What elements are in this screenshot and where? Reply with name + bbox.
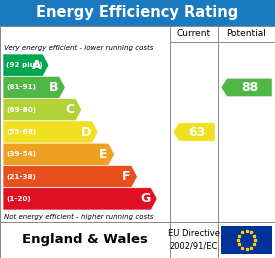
Text: E: E xyxy=(99,148,108,161)
Text: (1-20): (1-20) xyxy=(6,196,31,202)
Bar xyxy=(221,226,272,254)
Text: EU Directive
2002/91/EC: EU Directive 2002/91/EC xyxy=(168,229,220,251)
Polygon shape xyxy=(3,54,49,76)
Polygon shape xyxy=(173,123,215,141)
Polygon shape xyxy=(3,165,138,188)
Polygon shape xyxy=(3,121,98,143)
Polygon shape xyxy=(3,99,82,121)
Text: A: A xyxy=(32,59,42,72)
Text: Not energy efficient - higher running costs: Not energy efficient - higher running co… xyxy=(4,213,153,220)
Text: 63: 63 xyxy=(188,125,206,139)
Text: Potential: Potential xyxy=(227,29,266,38)
Text: (21-38): (21-38) xyxy=(6,174,36,180)
Text: Energy Efficiency Rating: Energy Efficiency Rating xyxy=(36,5,239,20)
Text: England & Wales: England & Wales xyxy=(22,233,148,246)
Text: (81-91): (81-91) xyxy=(6,84,36,90)
Text: Very energy efficient - lower running costs: Very energy efficient - lower running co… xyxy=(4,44,153,51)
Text: (69-80): (69-80) xyxy=(6,107,36,113)
Text: D: D xyxy=(81,125,91,139)
Polygon shape xyxy=(3,188,157,210)
Text: (92 plus): (92 plus) xyxy=(6,62,43,68)
Text: Current: Current xyxy=(177,29,211,38)
Text: B: B xyxy=(49,81,58,94)
Text: (39-54): (39-54) xyxy=(6,151,36,157)
Bar xyxy=(0,222,275,258)
Text: F: F xyxy=(122,170,130,183)
Polygon shape xyxy=(3,76,65,99)
Polygon shape xyxy=(221,78,272,96)
Bar xyxy=(0,0,275,26)
Polygon shape xyxy=(3,143,114,165)
Text: 88: 88 xyxy=(241,81,258,94)
Text: C: C xyxy=(66,103,75,116)
Text: (55-68): (55-68) xyxy=(6,129,36,135)
Text: G: G xyxy=(140,192,150,205)
